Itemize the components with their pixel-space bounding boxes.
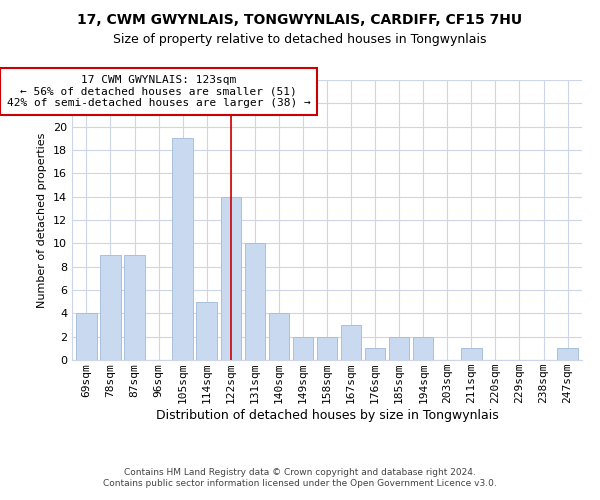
Bar (461, 348, 482, 360)
Bar (317, 336, 337, 360)
Y-axis label: Number of detached properties: Number of detached properties (37, 132, 47, 308)
Bar (196, 302, 217, 360)
Bar (124, 255, 145, 360)
Text: 17, CWM GWYNLAIS, TONGWYNLAIS, CARDIFF, CF15 7HU: 17, CWM GWYNLAIS, TONGWYNLAIS, CARDIFF, … (77, 12, 523, 26)
Bar (389, 336, 409, 360)
Bar (269, 314, 289, 360)
Text: 17 CWM GWYNLAIS: 123sqm
← 56% of detached houses are smaller (51)
42% of semi-de: 17 CWM GWYNLAIS: 123sqm ← 56% of detache… (7, 75, 310, 108)
Bar (557, 348, 578, 360)
Bar (245, 244, 265, 360)
Bar (341, 325, 361, 360)
Bar (100, 255, 121, 360)
Bar (76, 314, 97, 360)
Text: Size of property relative to detached houses in Tongwynlais: Size of property relative to detached ho… (113, 32, 487, 46)
Bar (221, 196, 241, 360)
Bar (293, 336, 313, 360)
Bar (365, 348, 385, 360)
Bar (172, 138, 193, 360)
Bar (413, 336, 433, 360)
X-axis label: Distribution of detached houses by size in Tongwynlais: Distribution of detached houses by size … (155, 409, 499, 422)
Text: Contains HM Land Registry data © Crown copyright and database right 2024.
Contai: Contains HM Land Registry data © Crown c… (103, 468, 497, 487)
